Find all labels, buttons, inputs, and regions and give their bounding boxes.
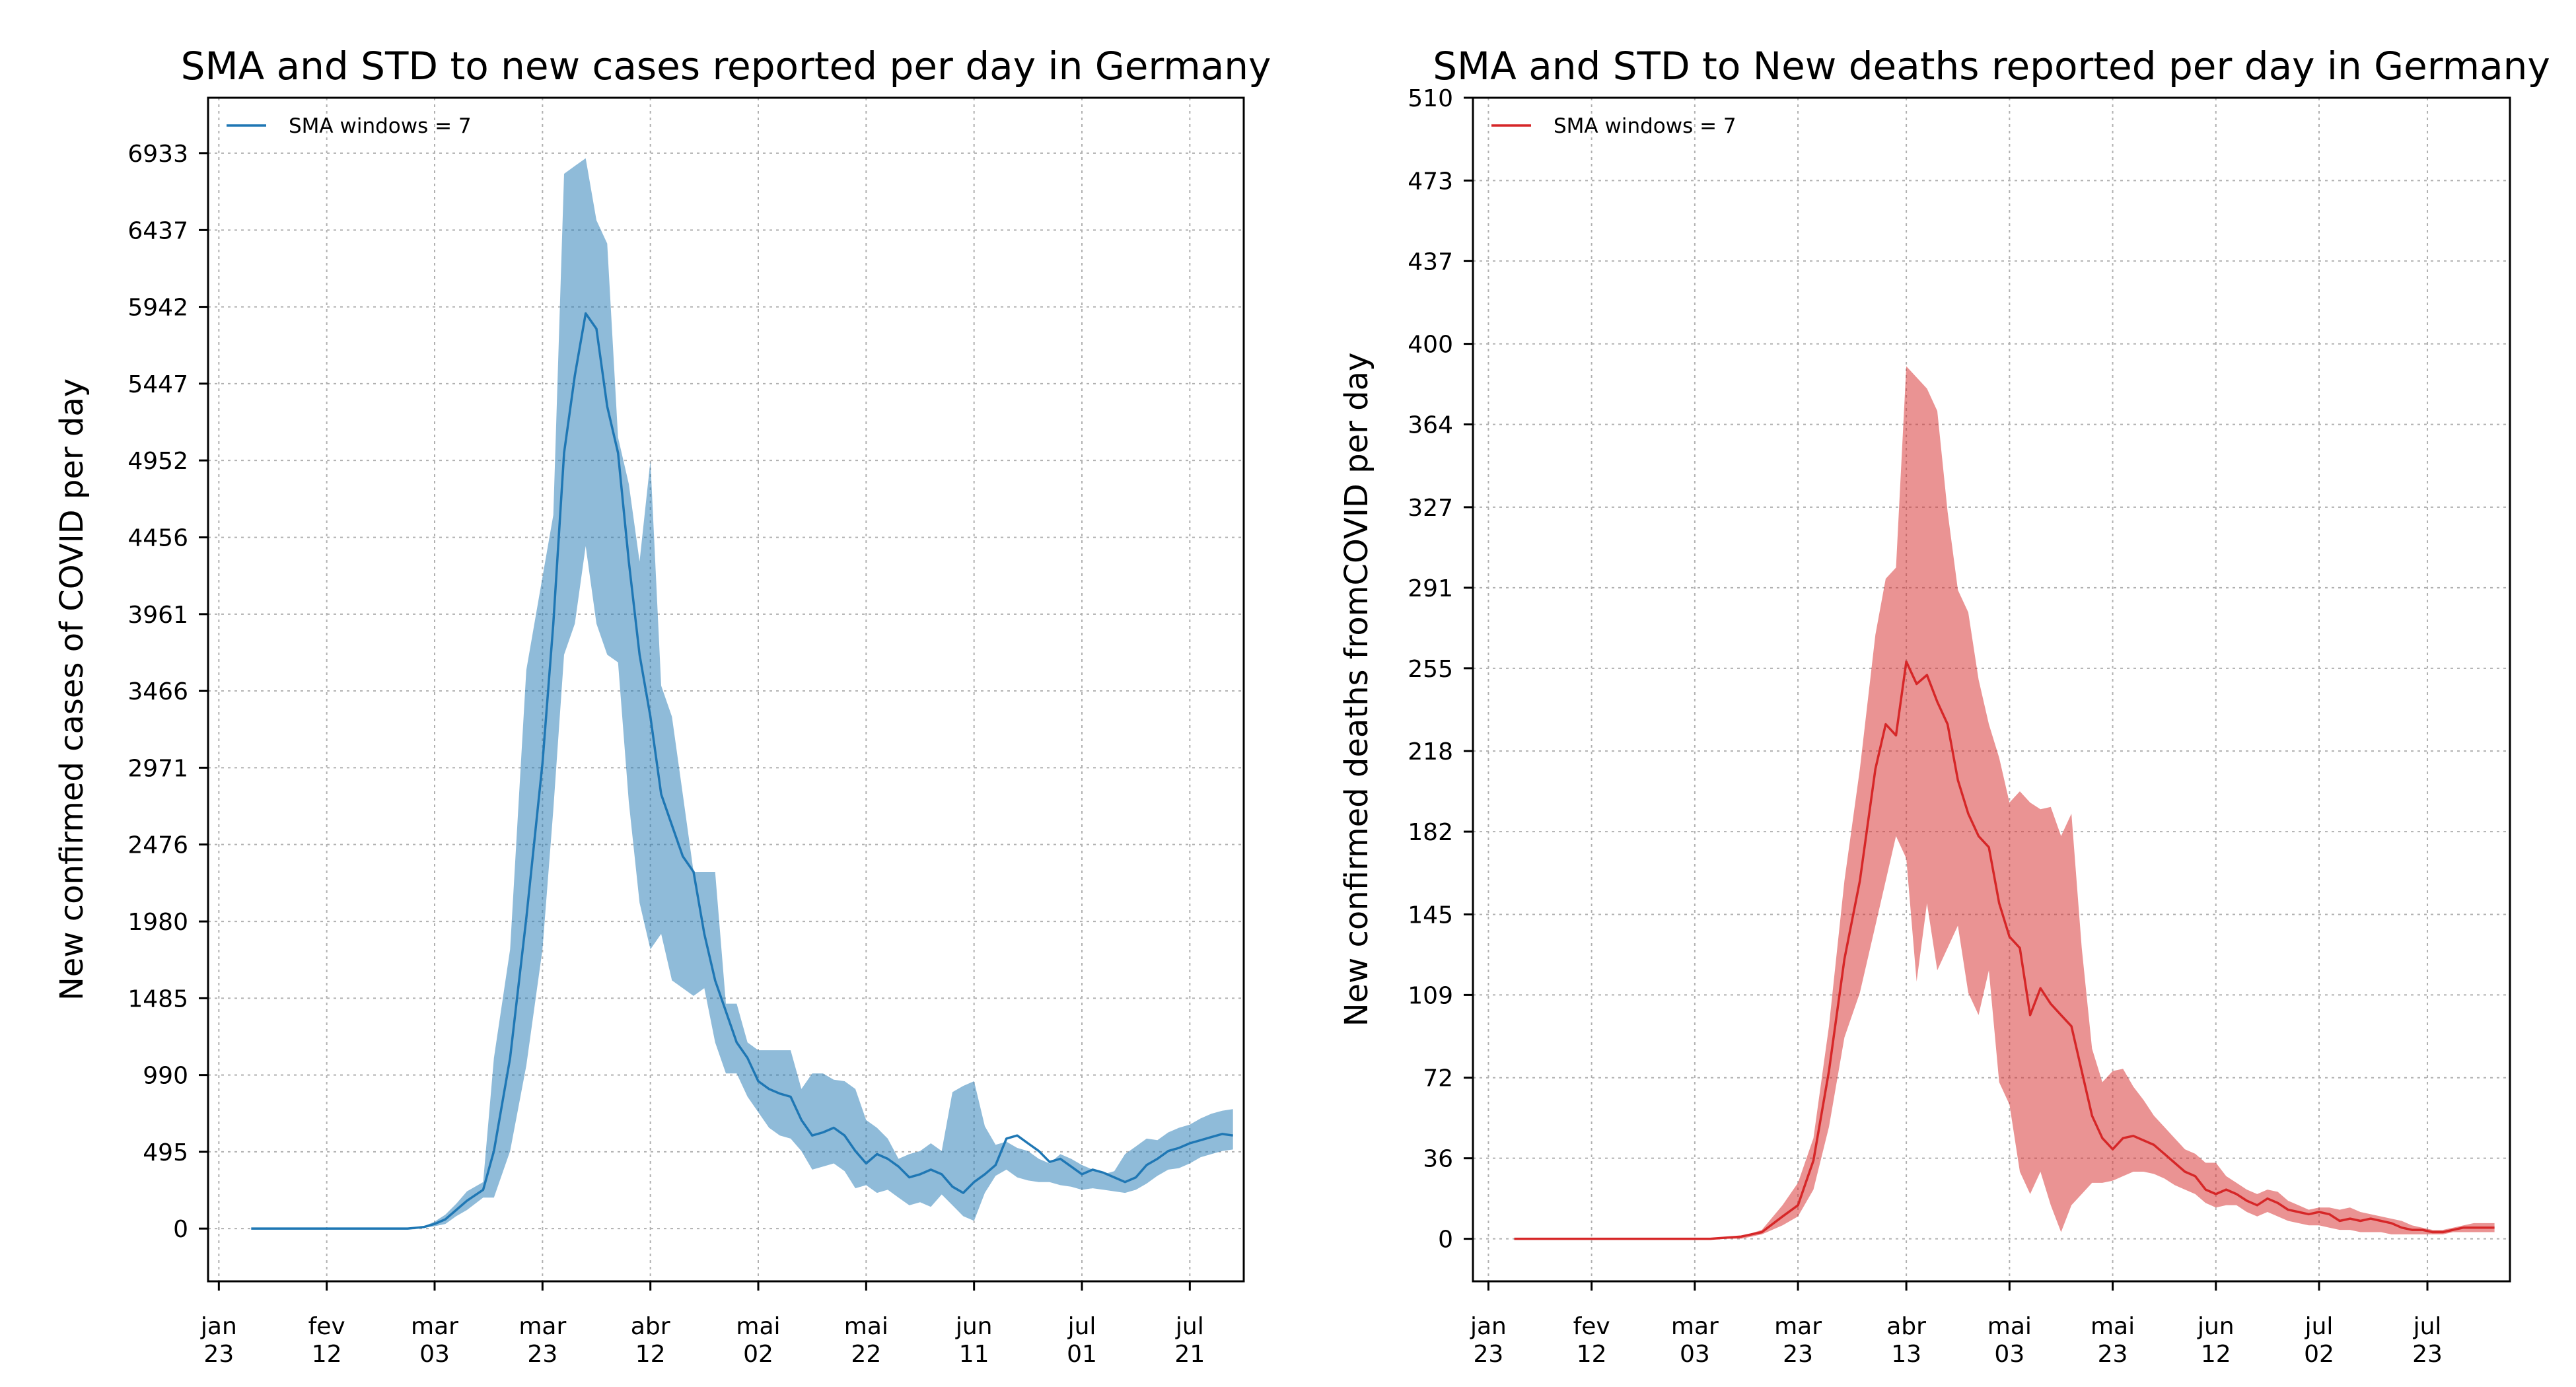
std-band (1514, 366, 2495, 1239)
x-tick-label-month: jul (1175, 1313, 1204, 1340)
x-tick-label-month: mar (519, 1313, 566, 1340)
x-tick-label-day: 01 (1067, 1341, 1097, 1368)
y-tick-label: 4456 (127, 525, 188, 552)
y-tick-label: 1980 (127, 909, 188, 936)
y-tick-label: 109 (1408, 982, 1453, 1009)
x-tick-label-month: fev (308, 1313, 345, 1340)
std-band (251, 158, 1233, 1229)
x-tick-label-day: 22 (851, 1341, 881, 1368)
y-tick-label: 437 (1408, 248, 1453, 275)
y-axis-label: New confirmed deaths fromCOVID per day (1338, 353, 1375, 1027)
x-tick-label-day: 12 (312, 1341, 342, 1368)
x-tick-label-day: 12 (635, 1341, 666, 1368)
y-tick-label: 364 (1408, 412, 1453, 439)
legend-label: SMA windows = 7 (1554, 114, 1736, 138)
y-tick-label: 3466 (127, 678, 188, 705)
grid (208, 98, 1244, 1281)
y-tick-label: 400 (1408, 332, 1453, 359)
y-tick-label: 510 (1408, 85, 1453, 112)
x-tick-label-month: mai (736, 1313, 780, 1340)
x-tick-label-month: jul (2305, 1313, 2334, 1340)
sma-line (251, 312, 1233, 1230)
y-tick-label: 255 (1408, 656, 1453, 683)
x-tick-label-month: abr (1886, 1313, 1926, 1340)
x-tick-label-month: mai (1987, 1313, 2032, 1340)
cases-chart: 0 495 990 1485 1980 2476 2971 3466 3961 4456 4952 5… (54, 44, 1271, 1368)
y-tick-label: 2971 (127, 755, 188, 782)
y-tick-label: 72 (1423, 1065, 1453, 1092)
x-tick-label-month: mai (2091, 1313, 2135, 1340)
x-tick-label-day: 13 (1891, 1341, 1921, 1368)
x-tick-label-month: jul (1067, 1313, 1096, 1340)
x-tick-label-month: jun (955, 1313, 993, 1340)
x-tick-label-month: mar (411, 1313, 458, 1340)
x-tick-label-day: 23 (2098, 1341, 2128, 1368)
x-tick-label-day: 21 (1174, 1341, 1205, 1368)
y-tick-label: 4952 (127, 448, 188, 475)
x-tick-label-day: 11 (959, 1341, 989, 1368)
x-tick-label-day: 23 (1474, 1341, 1504, 1368)
y-tick-label: 291 (1408, 575, 1453, 602)
y-tick-label: 182 (1408, 819, 1453, 846)
y-tick-label: 218 (1408, 738, 1453, 765)
y-tick-label: 3961 (127, 602, 188, 629)
x-tick-label-month: jan (1470, 1313, 1507, 1340)
chart-title: SMA and STD to New deaths reported per d… (1433, 44, 2550, 89)
y-tick-label: 327 (1408, 495, 1453, 522)
legend: SMA windows = 7 (227, 114, 472, 138)
x-tick-label-day: 23 (203, 1341, 234, 1368)
x-tick-label-day: 12 (2201, 1341, 2231, 1368)
y-tick-label: 6933 (127, 141, 188, 168)
y-tick-label: 145 (1408, 902, 1453, 929)
x-tick-label-month: jul (2413, 1313, 2442, 1340)
x-tick-label-month: abr (631, 1313, 670, 1340)
grid (1473, 97, 2510, 1281)
y-tick-label: 473 (1408, 168, 1453, 195)
y-tick-label: 5447 (127, 371, 188, 398)
x-tick-label-month: fev (1573, 1313, 1610, 1340)
x-tick-label-day: 23 (2412, 1341, 2443, 1368)
x-tick-label-month: mai (844, 1313, 888, 1340)
x-tick-label-month: mar (1671, 1313, 1719, 1340)
y-axis-label: New confirmed cases of COVID per day (54, 378, 90, 1001)
x-tick-label-day: 23 (1783, 1341, 1813, 1368)
plot-frame (1472, 96, 2511, 1283)
y-tick-label: 36 (1423, 1146, 1453, 1173)
x-tick-label-day: 02 (743, 1341, 773, 1368)
legend: SMA windows = 7 (1491, 114, 1736, 138)
x-tick-label-month: mar (1774, 1313, 1822, 1340)
y-tick-label: 5942 (127, 295, 188, 322)
x-tick-label-day: 12 (1577, 1341, 1607, 1368)
plot-frame (207, 96, 1245, 1283)
chart-title: SMA and STD to new cases reported per da… (181, 44, 1271, 89)
x-tick-label-day: 23 (527, 1341, 557, 1368)
deaths-chart: 0 36 72 109 145 182 218 255 291 327 364 400 437 473 51… (1338, 44, 2550, 1368)
x-tick-label-day: 03 (1994, 1341, 2024, 1368)
legend-label: SMA windows = 7 (289, 114, 472, 138)
y-tick-label: 2476 (127, 832, 188, 859)
sma-line (1514, 660, 2495, 1240)
x-tick-label-day: 03 (419, 1341, 450, 1368)
y-tick-label: 0 (1438, 1227, 1453, 1254)
y-tick-label: 0 (173, 1216, 188, 1243)
y-tick-label: 495 (143, 1139, 188, 1166)
y-tick-label: 990 (143, 1063, 188, 1090)
y-tick-label: 1485 (127, 985, 188, 1013)
y-tick-label: 6437 (127, 217, 188, 244)
x-tick-label-day: 02 (2304, 1341, 2334, 1368)
x-tick-label-month: jun (2197, 1313, 2235, 1340)
x-tick-label-month: jan (200, 1313, 237, 1340)
x-tick-label-day: 03 (1680, 1341, 1710, 1368)
